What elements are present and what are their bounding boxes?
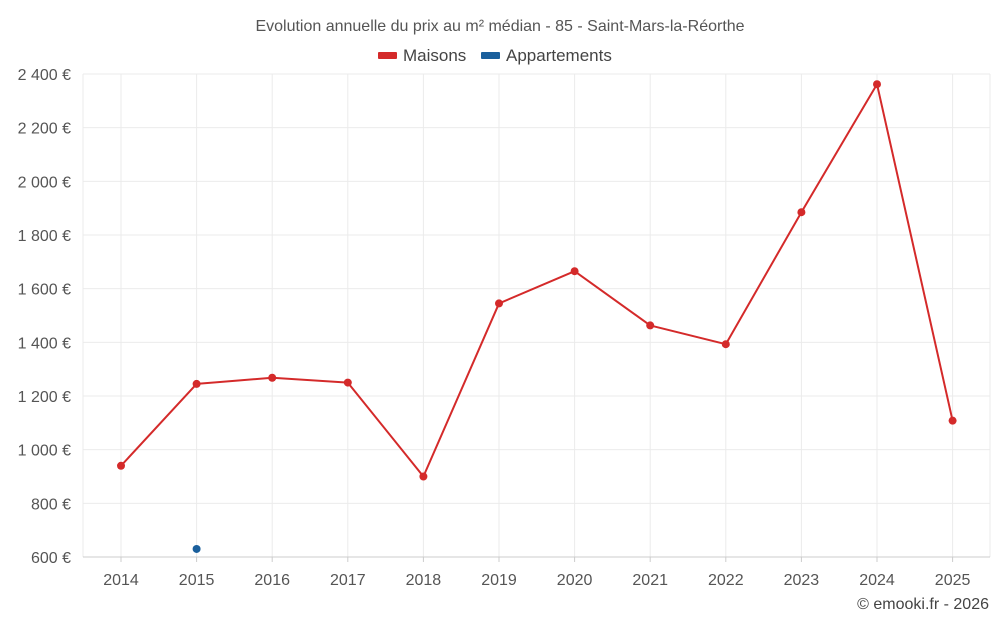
x-tick-label: 2019	[481, 572, 517, 589]
y-tick-label: 2 000 €	[18, 174, 71, 191]
y-tick-label: 600 €	[31, 550, 71, 567]
data-point-maisons[interactable]	[495, 299, 503, 308]
legend-swatch-appartements	[481, 52, 500, 59]
legend: Maisons Appartements	[378, 46, 612, 65]
chart-title: Evolution annuelle du prix au m² médian …	[255, 18, 744, 35]
y-tick-label: 2 400 €	[18, 67, 71, 84]
credit-text: © emooki.fr - 2026	[857, 596, 989, 613]
data-point-maisons[interactable]	[721, 340, 730, 349]
x-tick-label: 2016	[254, 572, 290, 589]
legend-item-appartements[interactable]: Appartements	[481, 46, 612, 65]
y-tick-label: 1 600 €	[18, 282, 71, 299]
data-point-maisons[interactable]	[873, 80, 881, 89]
legend-label-maisons: Maisons	[403, 46, 466, 65]
x-tick-label: 2020	[557, 572, 593, 589]
legend-label-appartements: Appartements	[506, 46, 612, 65]
x-tick-label: 2014	[103, 572, 139, 589]
y-tick-label: 1 200 €	[18, 389, 71, 406]
x-tick-label: 2024	[859, 572, 895, 589]
y-tick-label: 1 800 €	[18, 228, 71, 245]
x-tick-label: 2023	[784, 572, 820, 589]
data-point-maisons[interactable]	[948, 416, 957, 425]
grid	[82, 73, 991, 557]
legend-item-maisons[interactable]: Maisons	[378, 46, 466, 65]
x-tick-label: 2018	[406, 572, 442, 589]
x-tick-label: 2022	[708, 572, 744, 589]
data-point-maisons[interactable]	[646, 321, 655, 330]
data-point-maisons[interactable]	[797, 208, 806, 217]
series	[117, 80, 957, 553]
x-tick-label: 2017	[330, 572, 366, 589]
series-line-maisons	[120, 83, 954, 478]
data-point-maisons[interactable]	[192, 379, 201, 388]
x-tick-label: 2025	[935, 572, 971, 589]
y-tick-label: 1 000 €	[18, 443, 71, 460]
x-tick-labels: 2014 2015 2016 2017 2018 2019 2020 2021 2022 2023…	[103, 557, 970, 589]
y-tick-label: 2 200 €	[18, 121, 71, 138]
y-tick-label: 1 400 €	[18, 335, 71, 352]
data-point-maisons[interactable]	[268, 373, 277, 382]
data-point-maisons[interactable]	[117, 461, 125, 470]
x-tick-label: 2021	[632, 572, 668, 589]
y-tick-labels: 600 € 800 € 1 000 € 1 200 € 1 400 € 1 600 € 1 …	[18, 67, 71, 567]
x-tick-label: 2015	[179, 572, 215, 589]
data-point-maisons[interactable]	[343, 378, 352, 387]
legend-swatch-maisons	[378, 52, 397, 59]
data-point-appartements[interactable]	[192, 544, 201, 553]
data-point-maisons[interactable]	[419, 472, 428, 481]
data-point-maisons[interactable]	[570, 267, 579, 276]
y-tick-label: 800 €	[31, 496, 71, 513]
